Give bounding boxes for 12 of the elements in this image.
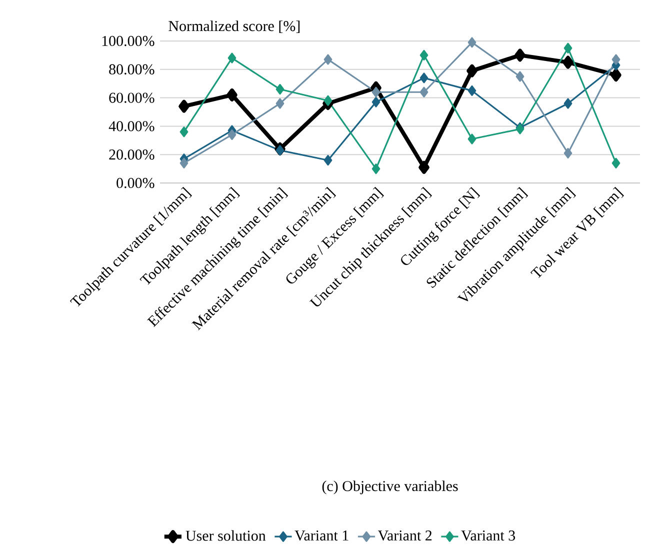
text: (c) Objective variables	[322, 480, 458, 494]
y-tick-label: 100.00%	[102, 36, 154, 46]
legend-label: Variant 3	[461, 530, 516, 541]
y-tick-label: 60.00%	[109, 92, 154, 103]
y-tick-label: 40.00%	[108, 121, 154, 132]
y-tick-label: 0.00%	[116, 178, 154, 188]
legend-label: Variant 2	[378, 530, 432, 541]
legend-label: Variant 1	[294, 530, 348, 541]
y-tick-label: 80.00%	[109, 64, 154, 74]
y-axis-title: Normalized score [%]	[168, 20, 300, 33]
legend-label: User solution	[186, 530, 266, 541]
y-tick-label: 20.00%	[109, 150, 154, 160]
